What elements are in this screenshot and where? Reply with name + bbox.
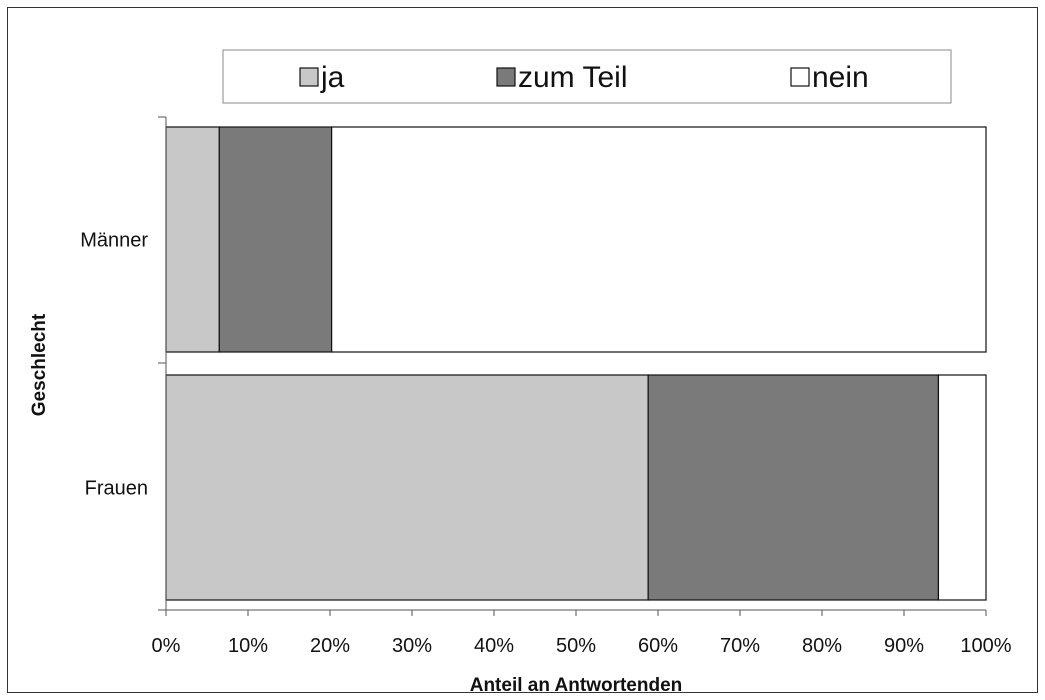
legend-swatch: [496, 67, 516, 87]
x-tick-label: 70%: [720, 635, 760, 657]
legend: ja zum Teil nein: [222, 49, 952, 104]
plot-area: [165, 126, 987, 601]
x-tick-label: 50%: [556, 635, 596, 657]
x-tick-label: 10%: [228, 635, 268, 657]
legend-label: zum Teil: [518, 61, 627, 94]
category-label: Männer: [80, 230, 148, 252]
x-tick-label: 90%: [884, 635, 924, 657]
x-tick-label: 0%: [152, 635, 181, 657]
legend-label: nein: [812, 61, 869, 94]
x-tick-label: 80%: [802, 635, 842, 657]
bar-frauen-zum-Teil: [647, 374, 940, 601]
x-tick-label: 20%: [310, 635, 350, 657]
bar-frauen-ja: [165, 374, 649, 601]
y-axis-label: Geschlecht: [29, 313, 50, 416]
category-label: Frauen: [85, 478, 148, 500]
x-tick-label: 60%: [638, 635, 678, 657]
bar-maenner-zum-Teil: [218, 126, 333, 353]
x-tick-label: 30%: [392, 635, 432, 657]
legend-swatch: [299, 67, 319, 87]
legend-swatch: [790, 67, 810, 87]
x-axis-label: Anteil an Antwortenden: [470, 675, 683, 696]
x-tick-label: 100%: [960, 635, 1011, 657]
bar-maenner-nein: [331, 126, 987, 353]
legend-label: ja: [320, 61, 345, 94]
bar-maenner-ja: [165, 126, 220, 353]
bar-frauen-nein: [937, 374, 987, 601]
x-tick-label: 40%: [474, 635, 514, 657]
legend-box: [222, 49, 952, 104]
axes: Männer Frauen 0% 10% 20% 30% 40% 50% 60% 70% 80% 90…: [80, 116, 1012, 657]
